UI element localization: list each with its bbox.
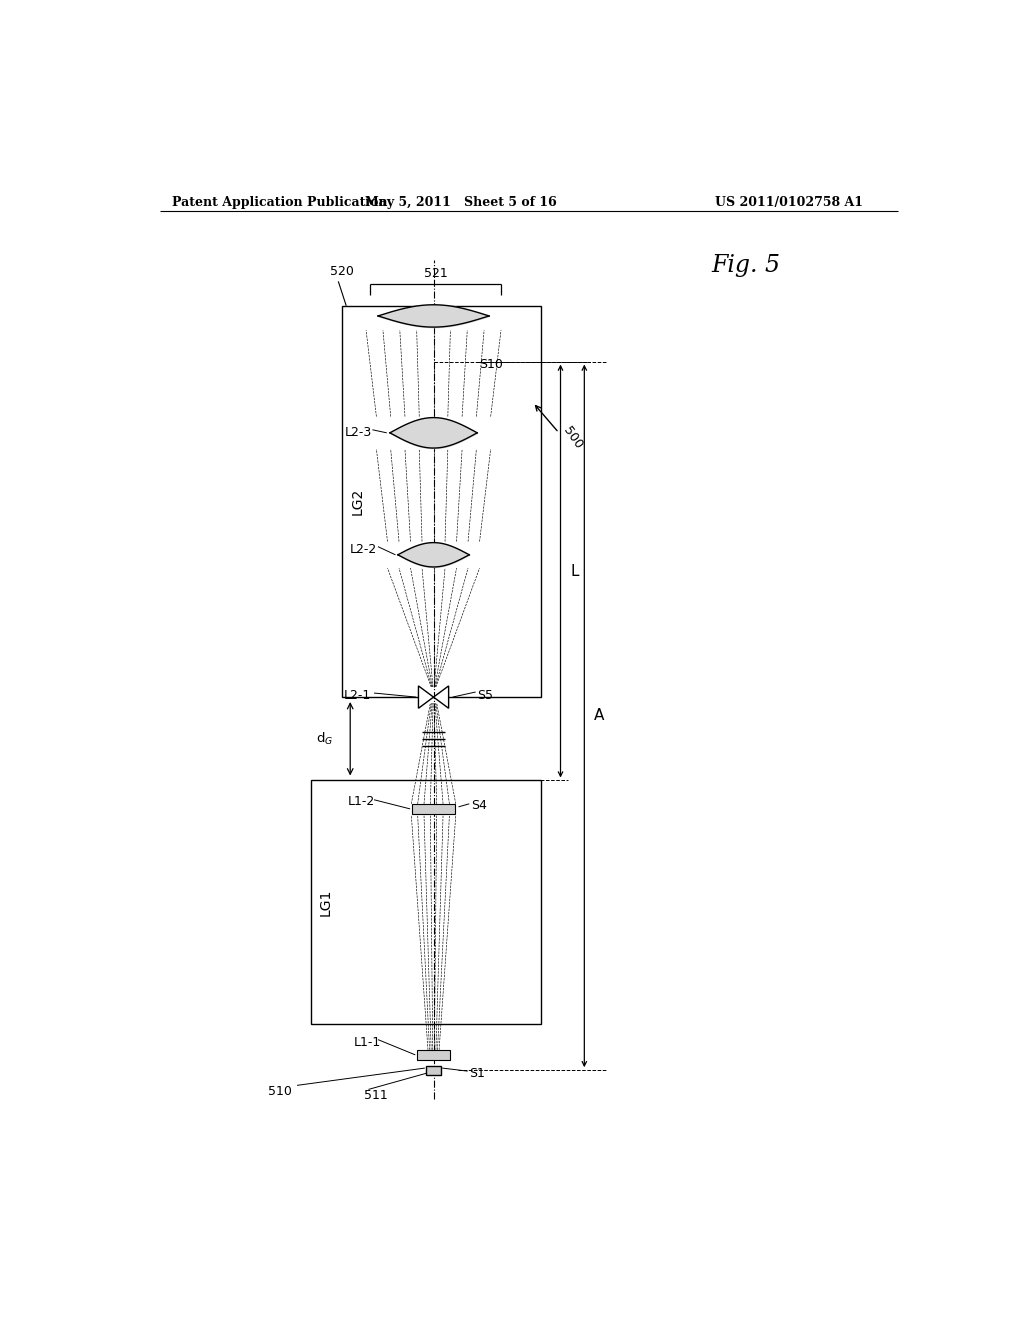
Text: d$_G$: d$_G$ [315, 731, 333, 747]
Text: L2-3: L2-3 [345, 426, 372, 440]
Polygon shape [433, 686, 449, 709]
Text: S4: S4 [471, 800, 486, 812]
Text: S10: S10 [479, 358, 503, 371]
Text: 510: 510 [267, 1085, 292, 1098]
Text: 521: 521 [424, 268, 447, 280]
Text: 511: 511 [365, 1089, 388, 1102]
Bar [310, 780, 541, 1024]
Text: May 5, 2011   Sheet 5 of 16: May 5, 2011 Sheet 5 of 16 [366, 195, 557, 209]
Text: Fig. 5: Fig. 5 [712, 253, 780, 277]
Text: L1-2: L1-2 [348, 795, 375, 808]
Text: L: L [570, 564, 579, 578]
Text: L1-1: L1-1 [354, 1036, 381, 1049]
Text: S1: S1 [469, 1067, 485, 1080]
Bar [426, 1065, 440, 1074]
Text: LG2: LG2 [350, 488, 365, 515]
Bar [342, 306, 541, 697]
Bar [417, 1049, 451, 1060]
Bar [412, 804, 456, 814]
Text: US 2011/0102758 A1: US 2011/0102758 A1 [715, 195, 863, 209]
Polygon shape [419, 686, 433, 709]
Text: 500: 500 [560, 424, 585, 451]
Text: Patent Application Publication: Patent Application Publication [172, 195, 387, 209]
Text: L2-1: L2-1 [344, 689, 371, 701]
Text: S5: S5 [477, 689, 494, 701]
Text: A: A [594, 709, 604, 723]
Text: LG1: LG1 [318, 888, 333, 916]
Text: 520: 520 [331, 265, 354, 279]
Text: L2-2: L2-2 [350, 544, 378, 556]
